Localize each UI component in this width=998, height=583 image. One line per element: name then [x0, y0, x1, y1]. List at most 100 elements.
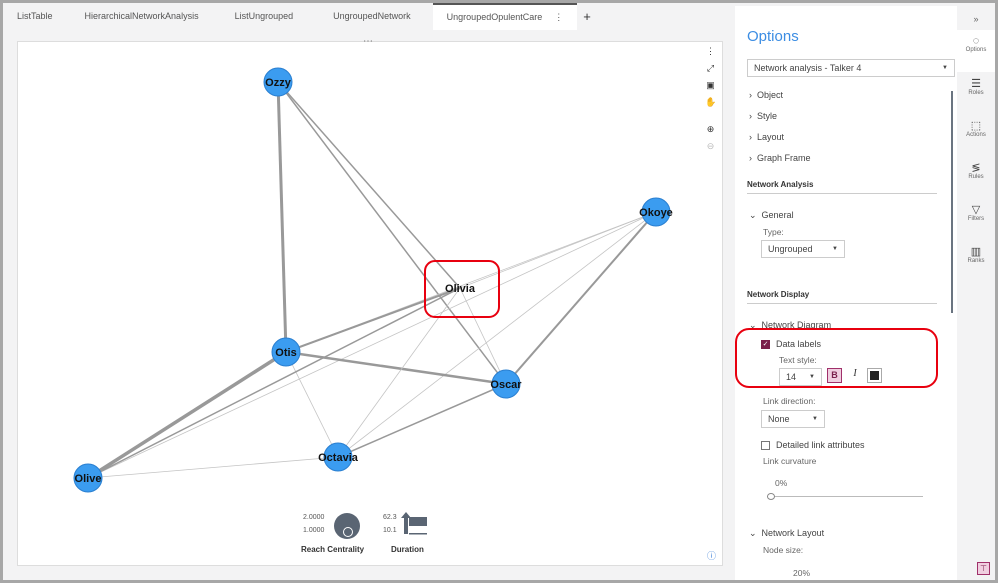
- tab-ungroupednetwork[interactable]: UngroupedNetwork: [333, 11, 411, 21]
- rail-roles[interactable]: ☰ Roles: [957, 72, 995, 114]
- section-style[interactable]: › Style: [749, 111, 778, 121]
- text-color-picker[interactable]: [867, 368, 882, 383]
- width-legend-min: 10.1: [383, 527, 397, 534]
- rail-ranks[interactable]: ▥ Ranks: [957, 240, 995, 282]
- link-otis-oscar[interactable]: [285, 350, 507, 386]
- detailed-links-checkbox[interactable]: Detailed link attributes: [761, 440, 865, 451]
- link-curvature-label: Link curvature: [763, 456, 817, 466]
- node-okoye[interactable]: [641, 197, 671, 227]
- rail-label: Roles: [968, 90, 984, 96]
- italic-toggle[interactable]: I: [853, 368, 857, 379]
- font-size-select[interactable]: 14 ▼: [779, 368, 822, 386]
- canvas-menu-icon[interactable]: ⋯: [363, 36, 373, 47]
- checkbox-unchecked-icon: [761, 441, 770, 451]
- size-legend-circle: [334, 513, 360, 539]
- rail-label: Filters: [967, 216, 985, 222]
- node-label: Olive: [75, 473, 102, 485]
- link-octavia-oscar[interactable]: [337, 383, 507, 458]
- network-analysis-header: Network Analysis: [747, 180, 814, 189]
- node-label: Octavia: [318, 452, 359, 464]
- more-options-icon[interactable]: ⋮: [706, 46, 715, 56]
- node-label: Olivia: [445, 283, 476, 295]
- zoom-in-icon[interactable]: ⊕: [706, 124, 715, 134]
- network-graph: Ozzy Okoye Olivia Otis Oscar Octavia Olive: [73, 67, 673, 493]
- link-okoye-olive[interactable]: [87, 211, 657, 479]
- node-oscar[interactable]: [491, 369, 521, 399]
- link-otis-octavia[interactable]: [285, 351, 339, 458]
- section-general[interactable]: ⌄ General: [749, 210, 794, 220]
- network-canvas[interactable]: ⋯ ⋮ ⤢ ▣ ✋ ⊕ ⊖ ⓘ Ozzy Okoye Olivia Otis Oscar…: [17, 36, 723, 566]
- type-select[interactable]: Ungrouped ▼: [761, 240, 845, 258]
- section-layout[interactable]: › Layout: [749, 132, 785, 142]
- link-direction-value: None: [768, 414, 790, 424]
- link-octavia-olive[interactable]: [87, 456, 339, 479]
- right-rail: » ◌ Options ☰ Roles ⬚ Actions ≶ Rules ▽ Filte…: [957, 6, 995, 580]
- link-ozzy-oscar[interactable]: [277, 81, 507, 385]
- node-octavia[interactable]: [323, 442, 353, 472]
- curvature-slider[interactable]: [767, 493, 923, 502]
- node-size-label: Node size:: [763, 545, 804, 555]
- link-olivia-olive[interactable]: [87, 287, 461, 479]
- section-object[interactable]: › Object: [749, 90, 784, 100]
- rail-options[interactable]: ◌ Options: [957, 30, 995, 72]
- maximize-icon[interactable]: ⤢: [706, 63, 715, 73]
- select-icon[interactable]: ▣: [706, 80, 715, 90]
- link-ozzy-olivia[interactable]: [277, 81, 461, 289]
- text-style-label: Text style:: [779, 355, 817, 365]
- caret-down-icon: ▼: [809, 374, 815, 380]
- rail-label: Actions: [966, 132, 986, 138]
- rail-label: Ranks: [967, 258, 985, 264]
- section-network-layout[interactable]: ⌄ Network Layout: [749, 528, 825, 538]
- rail-rules[interactable]: ≶ Rules: [957, 156, 995, 198]
- tab-hierarchical[interactable]: HierarchicalNetworkAnalysis: [84, 11, 199, 21]
- rail-label: Options: [965, 47, 987, 53]
- pin-icon[interactable]: ⊤: [977, 562, 990, 575]
- type-label: Type:: [763, 227, 784, 237]
- node-label: Okoye: [639, 207, 673, 219]
- link-ozzy-otis[interactable]: [276, 81, 288, 353]
- link-okoye-octavia[interactable]: [337, 211, 657, 458]
- filter-icon: ▽: [971, 204, 981, 216]
- tab-listungrouped[interactable]: ListUngrouped: [234, 11, 294, 21]
- roles-icon: ☰: [971, 78, 981, 90]
- section-label: Network Diagram: [761, 320, 832, 330]
- node-olive[interactable]: [73, 463, 103, 493]
- network-display-header: Network Display: [747, 290, 810, 299]
- add-tab-button[interactable]: +: [583, 9, 591, 24]
- link-okoye-oscar[interactable]: [505, 211, 657, 385]
- panel-scrollbar[interactable]: [951, 91, 953, 313]
- checkbox-checked-icon: ✓: [761, 340, 770, 350]
- app: ListTable HierarchicalNetworkAnalysis Li…: [3, 3, 995, 580]
- tab-ungroupedopulentcare[interactable]: UngroupedOpulentCare ⋮: [432, 3, 578, 30]
- link-direction-select[interactable]: None ▼: [761, 410, 825, 428]
- tab-more-icon[interactable]: ⋮: [554, 12, 564, 22]
- link-olivia-oscar[interactable]: [459, 287, 507, 385]
- checkbox-label: Detailed link attributes: [776, 440, 865, 450]
- rail-filters[interactable]: ▽ Filters: [957, 198, 995, 240]
- tab-listtable[interactable]: ListTable: [17, 11, 53, 21]
- data-labels-checkbox[interactable]: ✓ Data labels: [761, 339, 821, 350]
- object-select[interactable]: Network analysis - Talker 4 ▼: [747, 59, 955, 77]
- link-otis-olivia[interactable]: [285, 287, 461, 353]
- size-legend-title: Reach Centrality: [301, 545, 365, 554]
- rail-actions[interactable]: ⬚ Actions: [957, 114, 995, 156]
- link-olivia-octavia[interactable]: [337, 287, 461, 458]
- link-otis-olive[interactable]: [87, 350, 287, 480]
- node-label: Ozzy: [265, 77, 292, 89]
- node-label: Oscar: [490, 379, 522, 391]
- bold-toggle[interactable]: B: [827, 368, 842, 383]
- slider-thumb[interactable]: [767, 493, 775, 500]
- node-ozzy[interactable]: [263, 67, 293, 97]
- section-network-diagram[interactable]: ⌄ Network Diagram: [749, 320, 832, 330]
- link-direction-label: Link direction:: [763, 396, 816, 406]
- collapse-panel-button[interactable]: »: [973, 14, 979, 24]
- ranks-icon: ▥: [970, 246, 982, 258]
- info-icon[interactable]: ⓘ: [706, 551, 716, 561]
- highlight-annotation: [424, 260, 500, 318]
- zoom-out-icon[interactable]: ⊖: [706, 141, 715, 151]
- section-graph-frame[interactable]: › Graph Frame: [749, 153, 811, 163]
- size-legend-min: 1.0000: [303, 527, 325, 534]
- node-otis[interactable]: [271, 337, 301, 367]
- pan-hand-icon[interactable]: ✋: [705, 97, 717, 107]
- tab-label: UngroupedOpulentCare: [446, 12, 543, 22]
